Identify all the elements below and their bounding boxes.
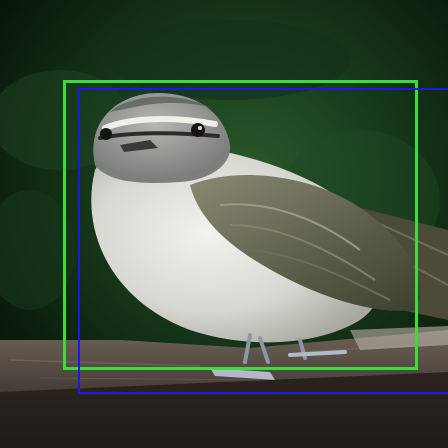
detection-box-blue xyxy=(78,88,448,394)
detection-box-green xyxy=(63,80,418,370)
